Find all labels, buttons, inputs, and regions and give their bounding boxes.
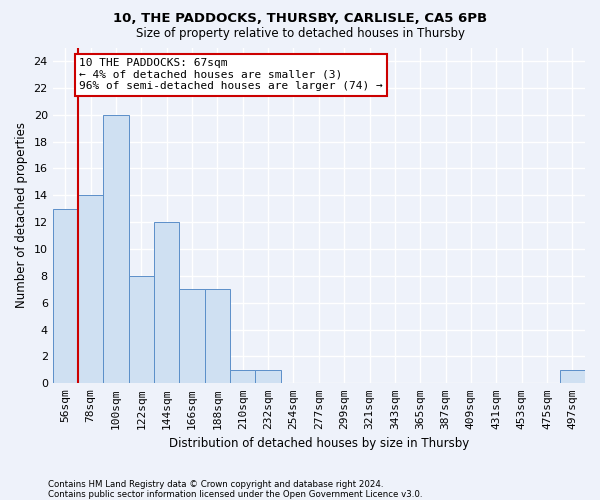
Text: Size of property relative to detached houses in Thursby: Size of property relative to detached ho… <box>136 28 464 40</box>
Y-axis label: Number of detached properties: Number of detached properties <box>15 122 28 308</box>
Bar <box>230 370 256 384</box>
Bar <box>103 114 129 384</box>
Text: Contains public sector information licensed under the Open Government Licence v3: Contains public sector information licen… <box>48 490 422 499</box>
Bar <box>205 290 230 384</box>
Bar <box>53 208 78 384</box>
Text: Contains HM Land Registry data © Crown copyright and database right 2024.: Contains HM Land Registry data © Crown c… <box>48 480 383 489</box>
Text: 10 THE PADDOCKS: 67sqm
← 4% of detached houses are smaller (3)
96% of semi-detac: 10 THE PADDOCKS: 67sqm ← 4% of detached … <box>79 58 383 92</box>
Bar <box>179 290 205 384</box>
Bar <box>129 276 154 384</box>
Bar <box>256 370 281 384</box>
X-axis label: Distribution of detached houses by size in Thursby: Distribution of detached houses by size … <box>169 437 469 450</box>
Text: 10, THE PADDOCKS, THURSBY, CARLISLE, CA5 6PB: 10, THE PADDOCKS, THURSBY, CARLISLE, CA5… <box>113 12 487 26</box>
Bar <box>560 370 585 384</box>
Bar <box>154 222 179 384</box>
Bar <box>78 196 103 384</box>
